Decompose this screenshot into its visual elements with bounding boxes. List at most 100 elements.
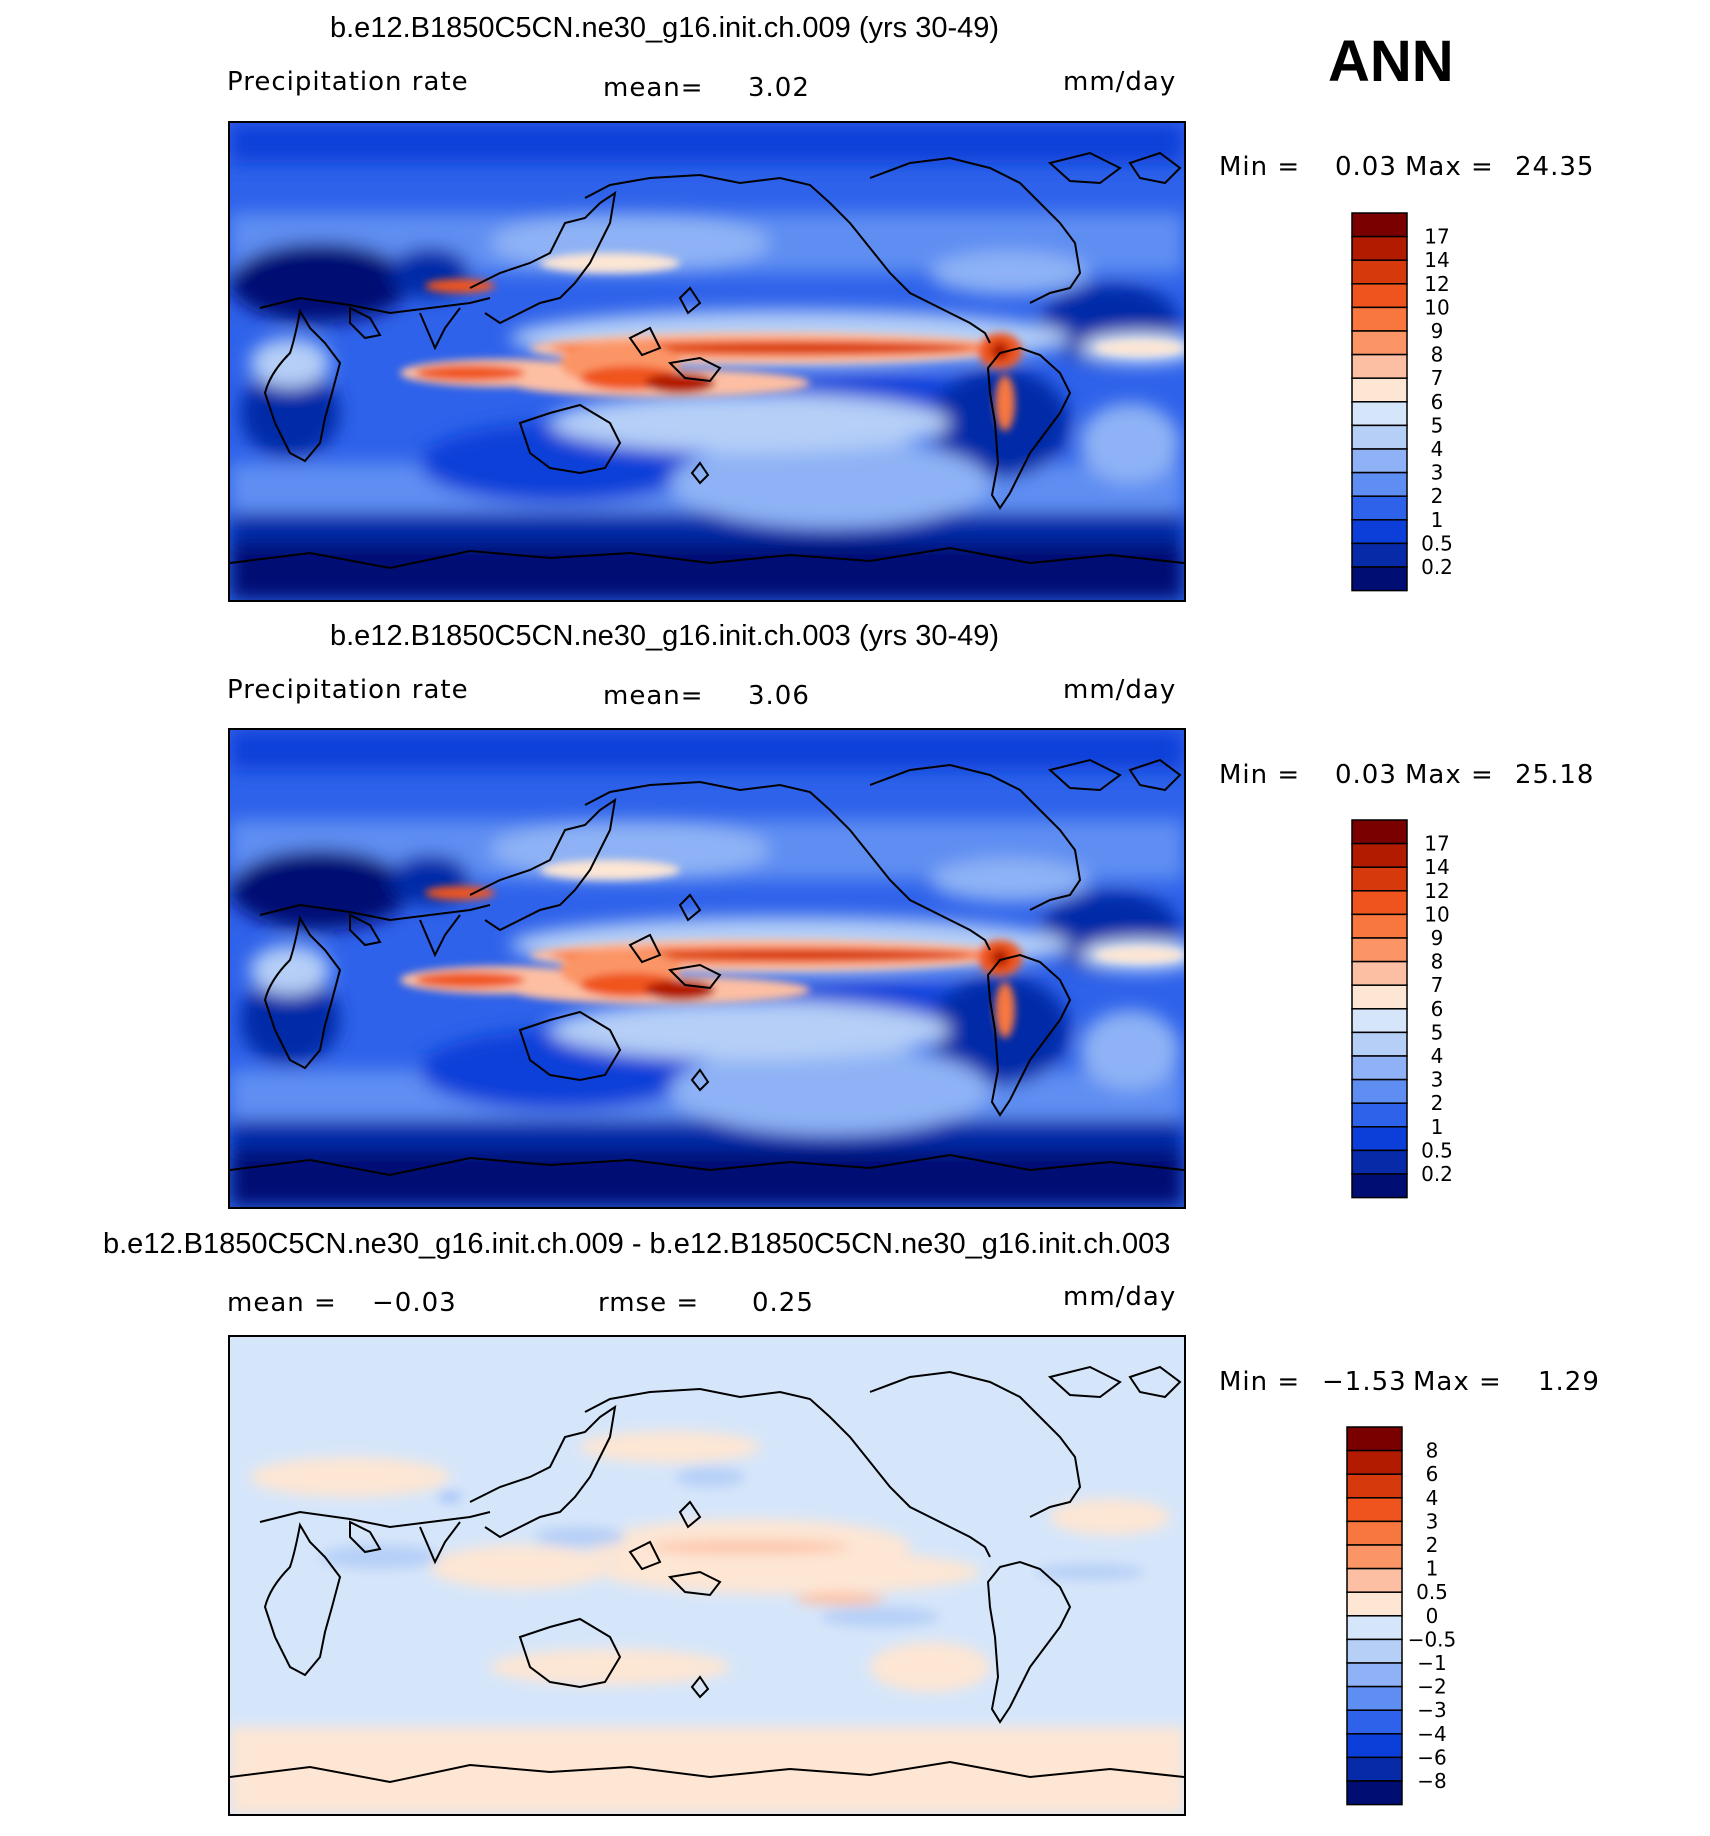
panel-bottom-colorbar-swatch xyxy=(1346,1709,1403,1735)
panel-bottom-units: mm/day xyxy=(1063,1282,1177,1312)
panel-middle-colorbar-tick-label: 7 xyxy=(1431,973,1444,997)
panel-middle-colorbar-swatch xyxy=(1351,1031,1408,1057)
panel-top-colorbar-tick-label: 17 xyxy=(1424,225,1449,249)
panel-top-min-value: 0.03 xyxy=(1335,152,1397,182)
panel-middle-colorbar-swatch xyxy=(1351,1126,1408,1152)
panel-middle-colorbar-swatch xyxy=(1351,1008,1408,1034)
panel-top-colorbar-swatch xyxy=(1351,283,1408,309)
panel-top-colorbar-tick-label: 10 xyxy=(1424,295,1449,319)
panel-bottom-min-value: −1.53 xyxy=(1322,1367,1407,1397)
panel-bottom-colorbar-tick-label: 2 xyxy=(1426,1533,1439,1557)
panel-bottom-mean-label: mean = xyxy=(227,1288,337,1318)
panel-middle-colorbar-swatch xyxy=(1351,960,1408,986)
panel-middle-colorbar-tick-label: 0.2 xyxy=(1421,1162,1453,1186)
panel-top-colorbar-swatch xyxy=(1351,330,1408,356)
panel-bottom-colorbar-swatch xyxy=(1346,1426,1403,1452)
panel-top-colorbar-swatch xyxy=(1351,377,1408,403)
panel-top-colorbar-swatch xyxy=(1351,259,1408,285)
panel-bottom-colorbar-swatch xyxy=(1346,1473,1403,1499)
panel-bottom-colorbar-tick-label: 0.5 xyxy=(1416,1580,1448,1604)
panel-top-colorbar-swatch xyxy=(1351,424,1408,450)
season-label: ANN xyxy=(1328,29,1454,94)
panel-top-colorbar-tick-label: 0.2 xyxy=(1421,555,1453,579)
panel-top-colorbar-tick-label: 8 xyxy=(1431,343,1444,367)
panel-top-colorbar: 17 14 12 10 9 8 7 6 5 4 3 2 1 0.5 0.2 xyxy=(1351,212,1502,593)
panel-middle-max-value: 25.18 xyxy=(1515,760,1595,790)
panel-top-variable: Precipitation rate xyxy=(227,67,469,97)
panel-bottom-colorbar-swatch xyxy=(1346,1544,1403,1570)
panel-middle-mean-label: mean= xyxy=(603,681,704,711)
panel-bottom-colorbar-swatch xyxy=(1346,1449,1403,1475)
panel-top-mean-value: 3.02 xyxy=(748,73,810,103)
panel-middle-colorbar-swatch xyxy=(1351,890,1408,916)
panel-middle-colorbar-swatch xyxy=(1351,1173,1408,1199)
panel-bottom-colorbar-tick-label: −3 xyxy=(1417,1698,1446,1722)
panel-bottom-colorbar-swatch xyxy=(1346,1497,1403,1523)
panel-middle-variable: Precipitation rate xyxy=(227,675,469,705)
panel-middle-colorbar-tick-label: 14 xyxy=(1424,855,1449,879)
panel-middle-colorbar-tick-label: 0.5 xyxy=(1421,1138,1453,1162)
panel-bottom-colorbar-tick-label: −6 xyxy=(1417,1745,1446,1769)
panel-bottom-colorbar-tick-label: 1 xyxy=(1426,1557,1439,1581)
panel-top-colorbar-swatch xyxy=(1351,448,1408,474)
panel-bottom-colorbar-swatch xyxy=(1346,1591,1403,1617)
panel-top-colorbar-swatch xyxy=(1351,212,1408,238)
panel-middle-colorbar-tick-label: 4 xyxy=(1431,1044,1444,1068)
panel-middle-colorbar-tick-label: 10 xyxy=(1424,902,1449,926)
panel-middle-colorbar-swatch xyxy=(1351,819,1408,845)
panel-middle-colorbar-swatch xyxy=(1351,913,1408,939)
panel-bottom-colorbar-swatch xyxy=(1346,1567,1403,1593)
panel-bottom-max-value: 1.29 xyxy=(1538,1367,1600,1397)
panel-middle-colorbar-tick-label: 6 xyxy=(1431,997,1444,1021)
panel-middle-min-value: 0.03 xyxy=(1335,760,1397,790)
panel-top-colorbar-swatch xyxy=(1351,471,1408,497)
panel-middle-colorbar-swatch xyxy=(1351,1078,1408,1104)
panel-bottom-colorbar-tick-label: −8 xyxy=(1417,1769,1446,1793)
panel-top-max-value: 24.35 xyxy=(1515,152,1595,182)
panel-top-colorbar-tick-label: 14 xyxy=(1424,248,1449,272)
panel-middle-map xyxy=(228,728,1186,1209)
panel-bottom-rmse-value: 0.25 xyxy=(752,1288,814,1318)
panel-bottom-colorbar-tick-label: −4 xyxy=(1417,1722,1446,1746)
panel-top-colorbar-tick-label: 7 xyxy=(1431,366,1444,390)
panel-top-colorbar-tick-label: 2 xyxy=(1431,484,1444,508)
panel-top-colorbar-tick-label: 1 xyxy=(1431,508,1444,532)
panel-bottom-min-label: Min = xyxy=(1219,1367,1301,1397)
panel-top-colorbar-swatch xyxy=(1351,401,1408,427)
panel-top-colorbar-swatch xyxy=(1351,495,1408,521)
panel-middle-colorbar-tick-label: 1 xyxy=(1431,1115,1444,1139)
panel-bottom-colorbar-swatch xyxy=(1346,1662,1403,1688)
panel-top-map xyxy=(228,121,1186,602)
panel-top-colorbar-tick-label: 6 xyxy=(1431,390,1444,414)
panel-middle-mean-value: 3.06 xyxy=(748,681,810,711)
panel-middle-colorbar-swatch xyxy=(1351,984,1408,1010)
panel-top-colorbar-tick-label: 9 xyxy=(1431,319,1444,343)
panel-bottom-mean-value: −0.03 xyxy=(372,1288,457,1318)
panel-middle-units: mm/day xyxy=(1063,675,1177,705)
panel-bottom-colorbar-tick-label: −0.5 xyxy=(1408,1627,1457,1651)
panel-middle-colorbar-tick-label: 17 xyxy=(1424,832,1449,856)
panel-middle-colorbar-swatch xyxy=(1351,842,1408,868)
panel-top-mean-label: mean= xyxy=(603,73,704,103)
panel-middle-colorbar-tick-label: 12 xyxy=(1424,879,1449,903)
panel-bottom-colorbar-swatch xyxy=(1346,1615,1403,1641)
panel-bottom-title: b.e12.B1850C5CN.ne30_g16.init.ch.009 - b… xyxy=(103,1228,1171,1260)
panel-top-max-label: Max = xyxy=(1405,152,1494,182)
panel-top-title: b.e12.B1850C5CN.ne30_g16.init.ch.009 (yr… xyxy=(330,12,1000,44)
panel-bottom-colorbar-swatch xyxy=(1346,1780,1403,1806)
panel-middle-colorbar-tick-label: 5 xyxy=(1431,1020,1444,1044)
panel-bottom-colorbar-tick-label: −2 xyxy=(1417,1675,1446,1699)
panel-bottom-colorbar-tick-label: 3 xyxy=(1426,1509,1439,1533)
panel-bottom-colorbar-tick-label: 8 xyxy=(1426,1439,1439,1463)
panel-middle-colorbar-tick-label: 9 xyxy=(1431,926,1444,950)
panel-top-colorbar-tick-label: 4 xyxy=(1431,437,1444,461)
panel-bottom-rmse-label: rmse = xyxy=(598,1288,700,1318)
panel-top-colorbar-swatch xyxy=(1351,519,1408,545)
panel-middle-colorbar: 17 14 12 10 9 8 7 6 5 4 3 2 1 0.5 0.2 xyxy=(1351,819,1502,1200)
panel-middle-colorbar-tick-label: 8 xyxy=(1431,950,1444,974)
panel-bottom-colorbar-swatch xyxy=(1346,1733,1403,1759)
panel-top-colorbar-tick-label: 5 xyxy=(1431,413,1444,437)
panel-middle-colorbar-swatch xyxy=(1351,1102,1408,1128)
panel-bottom-map xyxy=(228,1335,1186,1816)
panel-top-colorbar-swatch xyxy=(1351,306,1408,332)
